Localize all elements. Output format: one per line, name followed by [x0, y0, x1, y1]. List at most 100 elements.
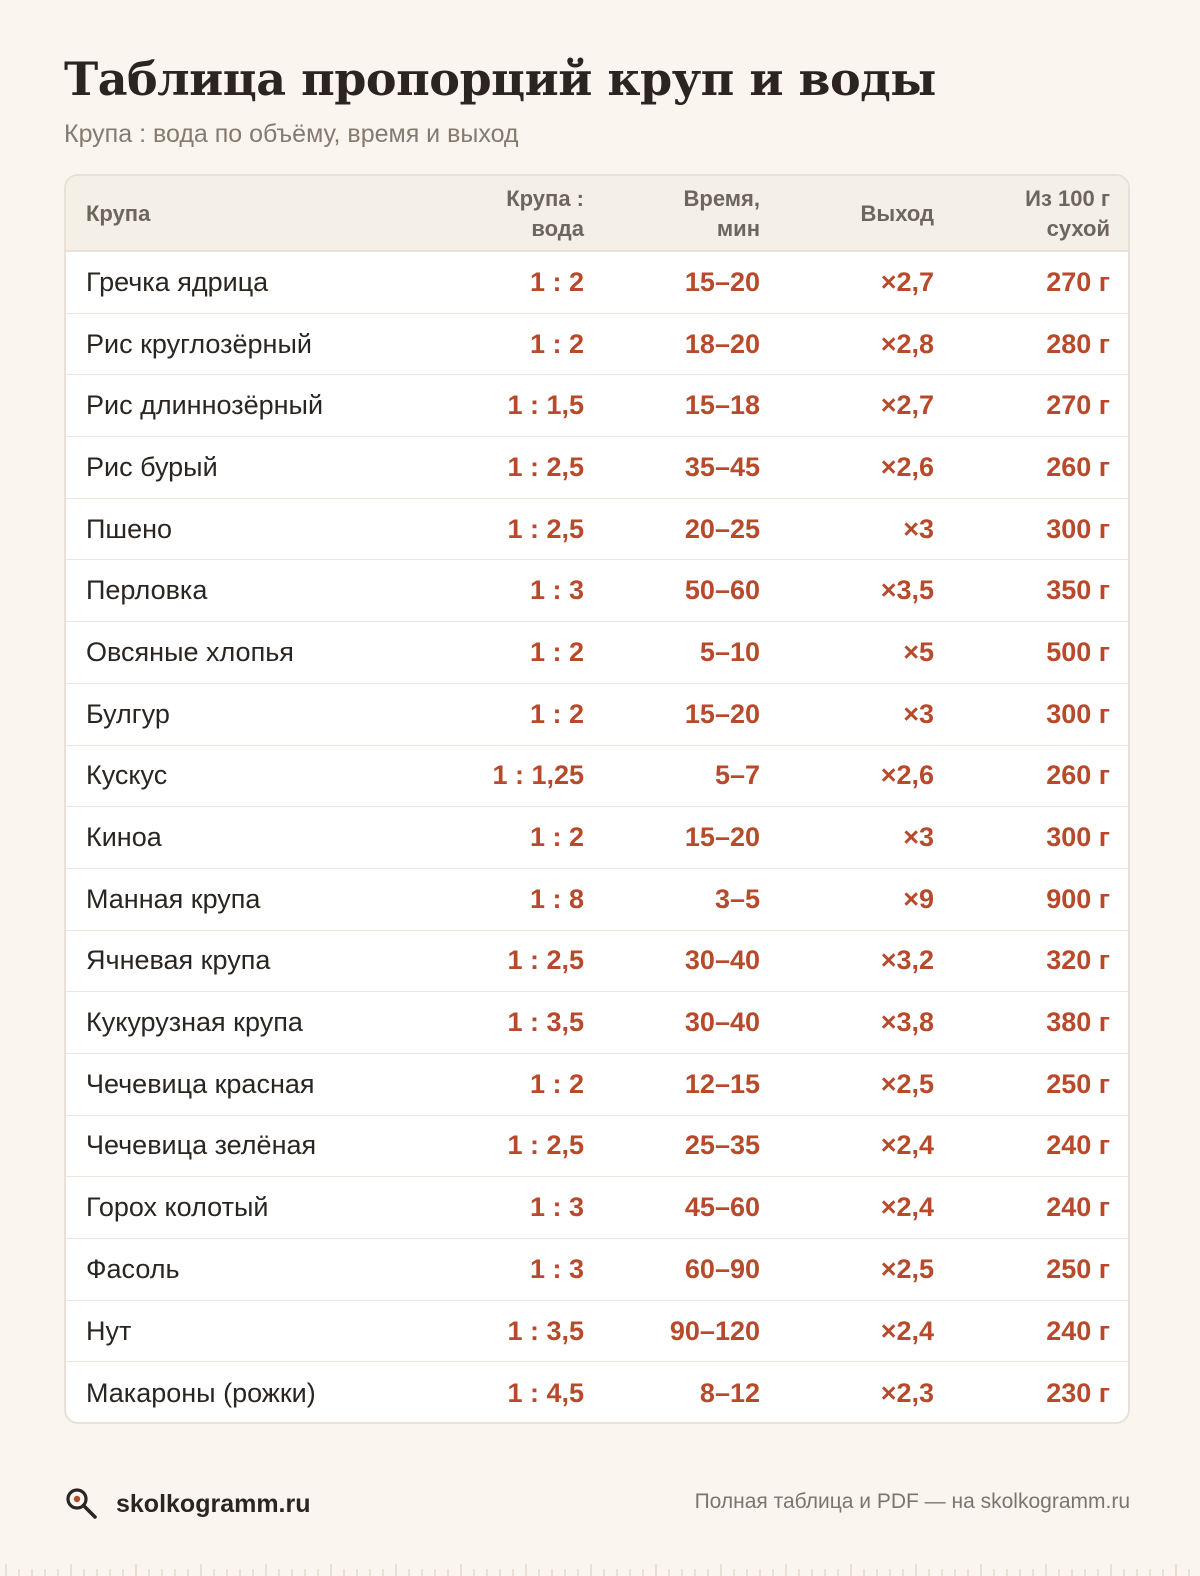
cell-time: 45–60 [684, 1192, 760, 1223]
magnifier-icon [66, 1488, 97, 1519]
ruler-decoration [5, 1564, 1190, 1576]
table-row: Овсяные хлопья 1 : 2 5–10 ×5 500 г [66, 622, 1128, 684]
table-row: Перловка 1 : 3 50–60 ×3,5 350 г [66, 560, 1128, 623]
cell-time: 50–60 [684, 575, 760, 606]
cell-per100: 500 г [1046, 636, 1110, 667]
header-yield: Выход [860, 201, 934, 226]
table-row: Макароны (рожки) 1 : 4,5 8–12 ×2,3 230 г [66, 1362, 1128, 1422]
cell-yield: ×9 [903, 883, 934, 914]
proportions-table: Крупа Крупа : вода Время, мин Выход Из 100… [64, 174, 1130, 1424]
cell-ratio: 1 : 2 [529, 266, 584, 297]
cell-yield: ×3 [903, 822, 934, 853]
table-row: Рис длиннозёрный 1 : 1,5 15–18 ×2,7 270 г [66, 375, 1128, 438]
cell-ratio: 1 : 2 [529, 636, 584, 667]
cell-yield: ×2,8 [880, 328, 934, 359]
cell-ratio: 1 : 2,5 [507, 1130, 584, 1161]
footer-logo[interactable]: skolkogramm.ru [64, 1486, 311, 1522]
cell-name: Нут [86, 1315, 132, 1346]
cell-time: 15–18 [684, 390, 760, 421]
cell-yield: ×3,2 [880, 945, 934, 976]
cell-time: 12–15 [684, 1068, 760, 1099]
table-row: Ячневая крупа 1 : 2,5 30–40 ×3,2 320 г [66, 931, 1128, 993]
table-row: Чечевица зелёная 1 : 2,5 25–35 ×2,4 240 г [66, 1116, 1128, 1178]
cell-yield: ×5 [903, 636, 934, 667]
table-row: Манная крупа 1 : 8 3–5 ×9 900 г [66, 869, 1128, 931]
cell-ratio: 1 : 2 [529, 698, 584, 729]
cell-time: 3–5 [714, 883, 760, 914]
cell-name: Киноа [86, 822, 162, 853]
cell-name: Горох колотый [86, 1192, 269, 1223]
cell-per100: 240 г [1046, 1315, 1110, 1346]
table-row: Горох колотый 1 : 3 45–60 ×2,4 240 г [66, 1177, 1128, 1239]
cell-time: 15–20 [684, 822, 760, 853]
cell-time: 20–25 [684, 513, 760, 544]
cell-time: 18–20 [684, 328, 760, 359]
header-ratio: Крупа : вода [506, 186, 584, 241]
cell-time: 5–10 [699, 636, 760, 667]
cell-yield: ×2,6 [880, 451, 934, 482]
cell-ratio: 1 : 1,5 [507, 390, 584, 421]
cell-yield: ×2,6 [880, 760, 934, 791]
cell-name: Рис круглозёрный [86, 328, 312, 359]
cell-ratio: 1 : 2 [529, 822, 584, 853]
header-name: Крупа [86, 201, 151, 226]
cell-yield: ×2,7 [880, 390, 934, 421]
cell-name: Манная крупа [86, 883, 261, 914]
cell-per100: 380 г [1046, 1007, 1110, 1038]
table-row: Рис круглозёрный 1 : 2 18–20 ×2,8 280 г [66, 314, 1128, 376]
cell-per100: 230 г [1046, 1377, 1110, 1408]
footer-note: Полная таблица и PDF — на skolkogramm.ru [694, 1490, 1130, 1513]
cell-name: Чечевица зелёная [86, 1130, 317, 1161]
table-row: Фасоль 1 : 3 60–90 ×2,5 250 г [66, 1239, 1128, 1301]
cell-name: Булгур [86, 698, 170, 729]
cell-per100: 260 г [1046, 451, 1110, 482]
footer-site: skolkogramm.ru [116, 1489, 311, 1518]
cell-ratio: 1 : 2 [529, 1068, 584, 1099]
cell-time: 5–7 [714, 760, 760, 791]
cell-time: 8–12 [699, 1377, 760, 1408]
cell-yield: ×2,4 [880, 1192, 934, 1223]
cell-per100: 300 г [1046, 513, 1110, 544]
cell-name: Рис длиннозёрный [86, 390, 324, 421]
cell-name: Гречка ядрица [86, 266, 269, 297]
cell-name: Макароны (рожки) [86, 1377, 316, 1408]
cell-yield: ×3 [903, 698, 934, 729]
cell-per100: 300 г [1046, 698, 1110, 729]
header-per100: Из 100 г сухой [1025, 186, 1110, 241]
cell-time: 15–20 [684, 698, 760, 729]
cell-per100: 270 г [1046, 266, 1110, 297]
cell-yield: ×3,8 [880, 1007, 934, 1038]
table-row: Рис бурый 1 : 2,5 35–45 ×2,6 260 г [66, 437, 1128, 499]
cell-ratio: 1 : 3 [529, 575, 584, 606]
page-subtitle: Крупа : вода по объёму, время и выход [64, 120, 519, 148]
cell-name: Кукурузная крупа [86, 1007, 303, 1038]
cell-name: Кускус [86, 760, 168, 791]
cell-time: 60–90 [684, 1253, 760, 1284]
cell-ratio: 1 : 1,25 [492, 760, 584, 791]
cell-ratio: 1 : 3,5 [507, 1007, 584, 1038]
cell-yield: ×2,7 [880, 266, 934, 297]
cell-ratio: 1 : 3,5 [507, 1315, 584, 1346]
cell-time: 15–20 [684, 266, 760, 297]
cell-yield: ×3 [903, 513, 934, 544]
cell-name: Ячневая крупа [86, 945, 271, 976]
table-row: Нут 1 : 3,5 90–120 ×2,4 240 г [66, 1301, 1128, 1363]
cell-ratio: 1 : 2,5 [507, 513, 584, 544]
cell-per100: 300 г [1046, 822, 1110, 853]
cell-yield: ×3,5 [880, 575, 934, 606]
cell-per100: 270 г [1046, 390, 1110, 421]
table-body: Гречка ядрица 1 : 2 15–20 ×2,7 270 г Рис круг… [66, 252, 1128, 1422]
cell-per100: 250 г [1046, 1068, 1110, 1099]
table-header: Крупа Крупа : вода Время, мин Выход Из 100… [66, 176, 1128, 252]
cell-ratio: 1 : 8 [529, 883, 584, 914]
cell-yield: ×2,4 [880, 1315, 934, 1346]
cell-per100: 900 г [1046, 883, 1110, 914]
header-time: Время, мин [683, 186, 761, 241]
cell-name: Рис бурый [86, 451, 218, 482]
cell-time: 30–40 [684, 945, 760, 976]
table-row: Чечевица красная 1 : 2 12–15 ×2,5 250 г [66, 1054, 1128, 1116]
table-row: Киноа 1 : 2 15–20 ×3 300 г [66, 807, 1128, 869]
cell-name: Перловка [86, 575, 208, 606]
cell-time: 35–45 [684, 451, 760, 482]
cell-per100: 280 г [1046, 328, 1110, 359]
